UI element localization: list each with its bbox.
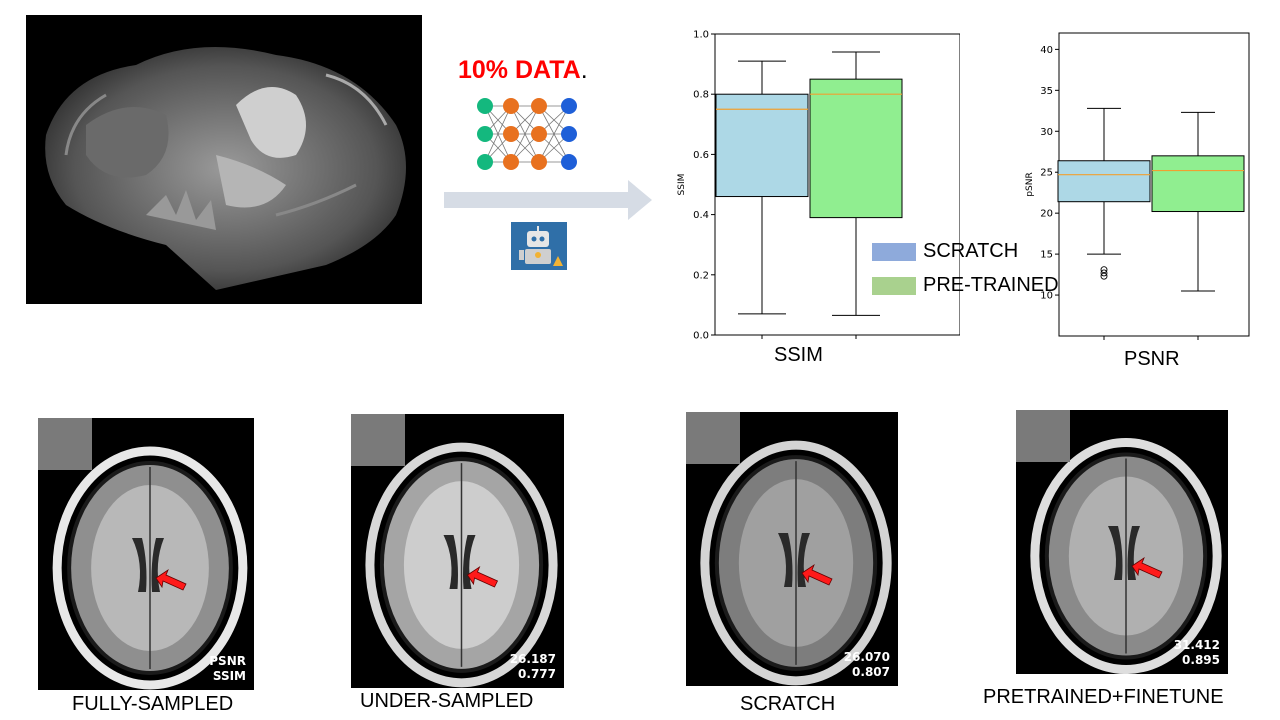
ssim-value: 0.895 <box>1182 653 1220 667</box>
mri-panel-under-sampled: 26.187 0.777 <box>351 414 564 688</box>
legend-label-pretrained: PRE-TRAINED <box>923 274 1059 296</box>
ventricle-right <box>797 533 810 587</box>
zoom-inset <box>686 412 740 464</box>
zoom-inset <box>1016 410 1070 462</box>
box-scratch <box>715 93 809 198</box>
legend-swatch-scratch <box>872 243 916 261</box>
red-arrow-icon <box>466 565 499 588</box>
ssim-value: SSIM <box>212 669 246 683</box>
mri-panel-pretrained-finetune: 31.412 0.895 <box>1016 410 1228 674</box>
box-pre-trained <box>809 78 903 219</box>
y-tick-label: 20 <box>1040 209 1053 220</box>
y-axis-label: SSIM <box>677 174 687 196</box>
flow-arrow <box>444 180 652 220</box>
data-fraction-label: 10% DATA <box>458 56 581 84</box>
y-tick-label: 15 <box>1040 250 1053 261</box>
outlier-scratch <box>1100 266 1108 274</box>
ssim-axis-caption: SSIM <box>774 344 823 366</box>
robot-icon <box>511 222 567 270</box>
mri-panel-fully-sampled: PSNR SSIM <box>38 418 254 690</box>
caption-scratch: SCRATCH <box>740 693 836 715</box>
mri-brain-image <box>700 440 892 686</box>
y-tick-label: 0.0 <box>693 331 709 342</box>
y-tick-label: 25 <box>1040 168 1053 179</box>
caption-pretrained-finetune: PRETRAINED+FINETUNE <box>983 686 1224 708</box>
box-scratch <box>1057 160 1151 203</box>
y-axis-label: pSNR <box>1025 172 1035 196</box>
ssim-value: 0.807 <box>852 665 890 679</box>
y-tick-label: 10 <box>1040 291 1053 302</box>
y-tick-label: 1.0 <box>693 30 709 41</box>
psnr-axis-caption: PSNR <box>1124 348 1180 370</box>
outlier-scratch <box>1100 272 1108 280</box>
y-tick-label: 0.2 <box>693 270 709 281</box>
caption-fully-sampled: FULLY-SAMPLED <box>72 693 234 715</box>
y-tick-label: 0.6 <box>693 150 709 161</box>
y-tick-label: 30 <box>1040 127 1053 138</box>
skull-ring <box>700 440 892 686</box>
legend-label-scratch: SCRATCH <box>923 240 1019 262</box>
data-fraction-period: . <box>580 56 588 84</box>
psnr-value: 31.412 <box>1173 638 1220 652</box>
ssim-box-plot: 0.0 0.2 0.4 0.6 0.8 1.0 SSIM <box>677 30 960 342</box>
data-fraction-heading: 10% DATA. <box>458 56 588 85</box>
skull-ring <box>52 446 248 690</box>
y-tick-label: 0.8 <box>693 90 709 101</box>
ventricle-right <box>151 538 164 592</box>
box-pre-trained <box>1151 155 1245 213</box>
mri-brain-image <box>365 442 558 688</box>
ventricle-right <box>1127 526 1140 580</box>
caption-under-sampled: UNDER-SAMPLED <box>360 690 534 712</box>
ventricle-left <box>778 533 793 587</box>
ventricle-right <box>463 535 476 589</box>
mri-panel-scratch: 26.070 0.807 <box>686 412 898 686</box>
ventricle-left <box>443 535 458 589</box>
red-arrow-icon <box>801 563 833 586</box>
red-arrow-icon <box>1131 556 1163 579</box>
y-tick-label: 35 <box>1040 86 1053 97</box>
mri-brain-image <box>1030 438 1222 674</box>
legend-swatch-pretrained <box>872 277 916 295</box>
ventricle-left <box>1108 526 1123 580</box>
metric-values: 31.412 0.895 <box>1174 638 1220 668</box>
y-tick-label: 40 <box>1040 45 1053 56</box>
psnr-value: PSNR <box>209 654 246 668</box>
y-tick-label: 0.4 <box>693 210 709 221</box>
red-arrow-icon <box>155 568 187 591</box>
outlier-scratch <box>1100 269 1108 277</box>
mri-brain-image <box>52 446 248 690</box>
zoom-inset <box>351 414 405 466</box>
neural-network-icon <box>477 98 577 170</box>
metric-values: 26.070 0.807 <box>844 650 890 680</box>
skull-ring <box>365 442 558 688</box>
ventricle-left <box>132 538 147 592</box>
psnr-value: 26.187 <box>509 652 556 666</box>
ssim-value: 0.777 <box>518 667 556 681</box>
plot-frame <box>714 33 960 336</box>
metric-values: PSNR SSIM <box>209 654 246 684</box>
zoom-inset <box>38 418 92 470</box>
brain-3d-render <box>26 15 422 304</box>
psnr-box-plot: 10 15 20 25 30 35 40 pSNR <box>1025 32 1250 340</box>
metric-values: 26.187 0.777 <box>510 652 556 682</box>
skull-ring <box>1030 438 1222 674</box>
psnr-value: 26.070 <box>843 650 890 664</box>
